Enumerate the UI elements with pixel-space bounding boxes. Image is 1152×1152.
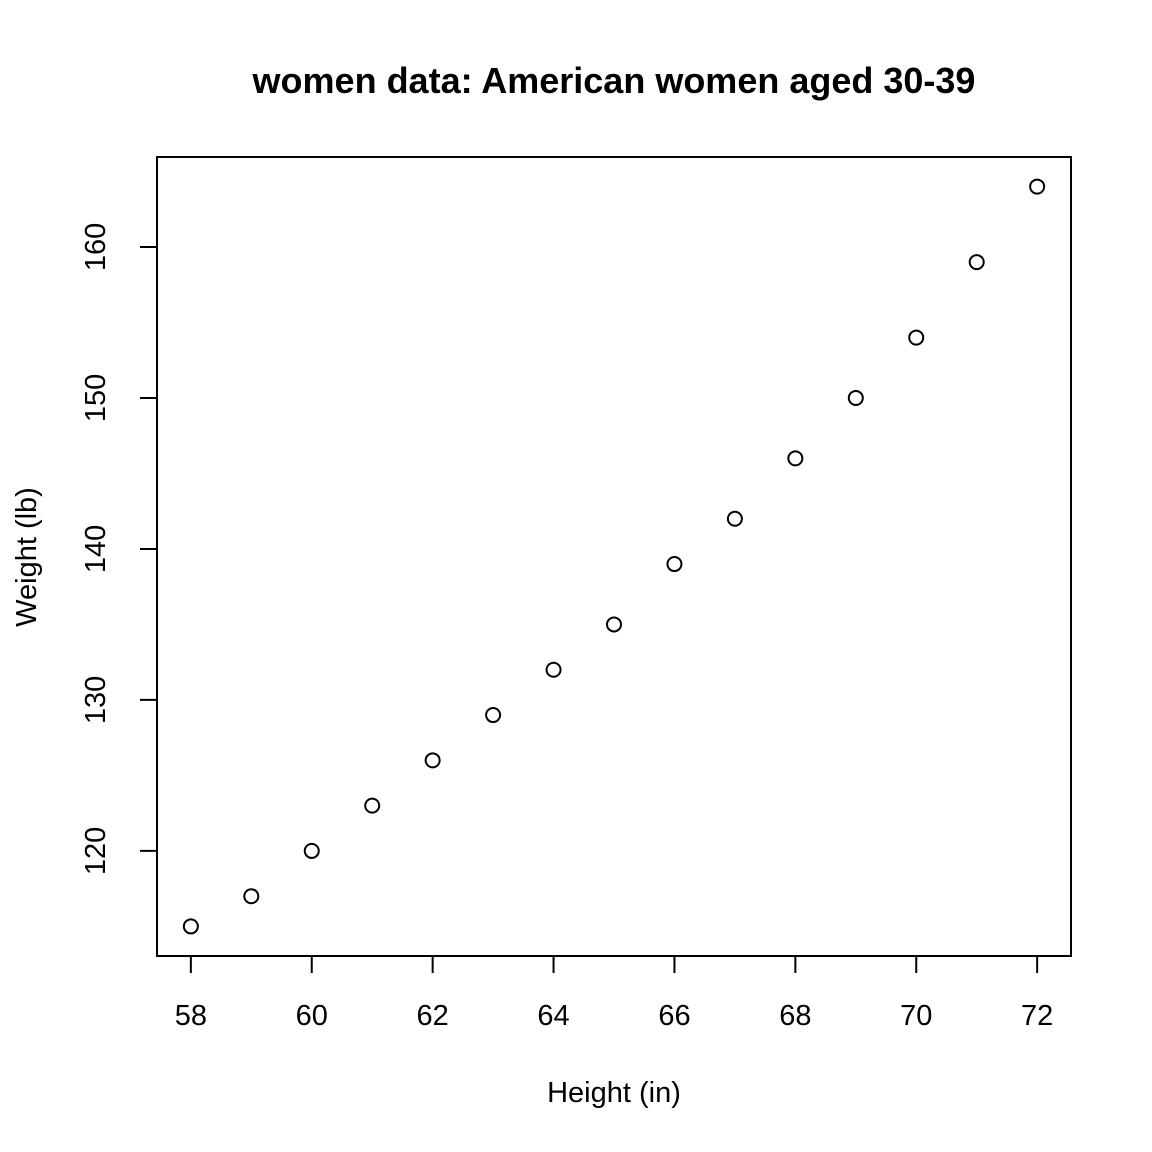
y-tick-label: 160 xyxy=(80,223,112,271)
x-axis: 58 60 62 64 66 68 70 72 xyxy=(175,955,1053,1032)
x-axis-label: Height (in) xyxy=(547,1077,681,1109)
data-point xyxy=(968,254,985,271)
data-point xyxy=(1029,178,1046,195)
x-tick-label: 58 xyxy=(175,1000,207,1032)
x-tick-label: 62 xyxy=(417,1000,449,1032)
data-point xyxy=(545,661,562,678)
chart-title: women data: American women aged 30-39 xyxy=(252,60,976,101)
plot-frame xyxy=(156,156,1072,957)
data-point xyxy=(908,329,925,346)
y-axis: 120 130 140 150 160 xyxy=(80,223,158,875)
x-tick-label: 60 xyxy=(296,1000,328,1032)
y-axis-label: Weight (lb) xyxy=(11,487,43,627)
data-point xyxy=(485,707,502,724)
data-point xyxy=(424,752,441,769)
data-point xyxy=(364,797,381,814)
data-point xyxy=(847,389,864,406)
data-point xyxy=(606,616,622,633)
x-tick-label: 68 xyxy=(779,1000,811,1032)
y-tick-label: 150 xyxy=(80,374,112,422)
data-point xyxy=(726,510,743,527)
x-tick-label: 70 xyxy=(900,1000,932,1032)
data-point xyxy=(182,918,199,935)
x-tick-label: 72 xyxy=(1021,1000,1053,1032)
y-tick-label: 140 xyxy=(80,525,112,573)
x-tick-label: 64 xyxy=(537,1000,569,1032)
data-point xyxy=(787,450,804,467)
data-point xyxy=(666,556,683,573)
y-tick-label: 120 xyxy=(80,827,112,875)
data-points xyxy=(182,178,1046,935)
data-point xyxy=(303,842,320,859)
data-point xyxy=(243,888,260,905)
y-tick-label: 130 xyxy=(80,676,112,724)
x-tick-label: 66 xyxy=(658,1000,690,1032)
